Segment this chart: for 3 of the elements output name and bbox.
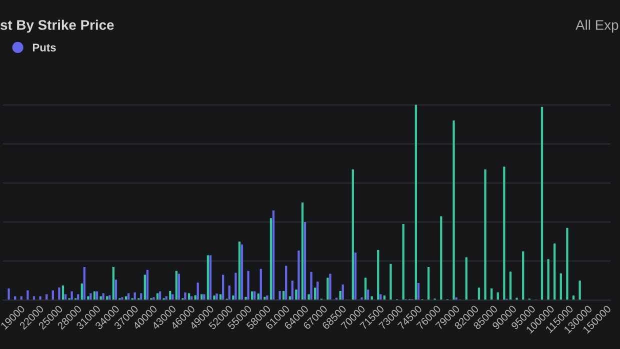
text: All Exp [576, 20, 618, 33]
chart-title: st By Strike Price [0, 20, 114, 33]
legend-label: Puts [32, 44, 56, 52]
